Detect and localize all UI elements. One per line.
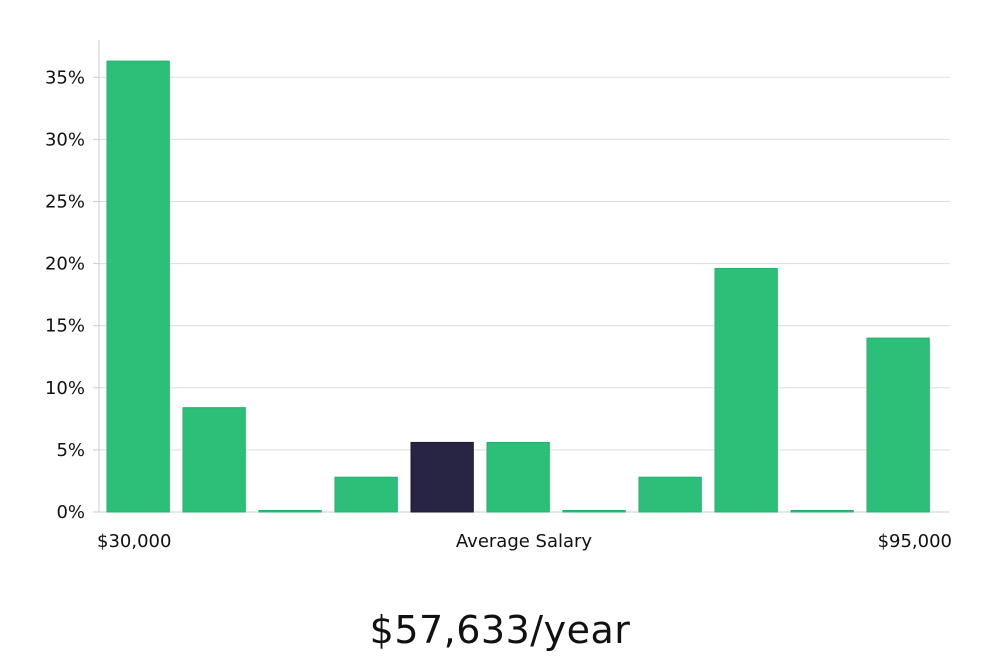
x-min-label: $30,000 [97, 531, 171, 552]
bars [106, 60, 930, 513]
x-max-label: $95,000 [878, 531, 952, 552]
bar [638, 476, 702, 513]
bar [714, 268, 778, 513]
bar [106, 60, 170, 513]
y-tick-label: 10% [45, 378, 85, 399]
x-axis-title: Average Salary [456, 531, 593, 552]
y-tick-label: 20% [45, 254, 85, 275]
average-salary-headline: $57,633/year [369, 608, 631, 652]
bar [790, 510, 854, 513]
bar [866, 337, 930, 513]
gridlines [99, 76, 950, 451]
salary-histogram: 0% 5% 10% 15% 20% 25% 30% 35% $30,000 Average S… [45, 40, 952, 552]
y-tick-label: 15% [45, 316, 85, 337]
bar [486, 441, 550, 513]
y-tick-label: 5% [56, 440, 85, 461]
bar [562, 510, 626, 513]
y-tick-label: 0% [56, 502, 85, 523]
y-tick-label: 25% [45, 191, 85, 212]
bar-highlighted [410, 441, 474, 513]
y-axis-ticks: 0% 5% 10% 15% 20% 25% 30% 35% [45, 67, 99, 523]
bar [258, 510, 322, 513]
y-tick-label: 30% [45, 129, 85, 150]
y-tick-label: 35% [45, 67, 85, 88]
bar [334, 476, 398, 513]
bar [182, 407, 246, 513]
